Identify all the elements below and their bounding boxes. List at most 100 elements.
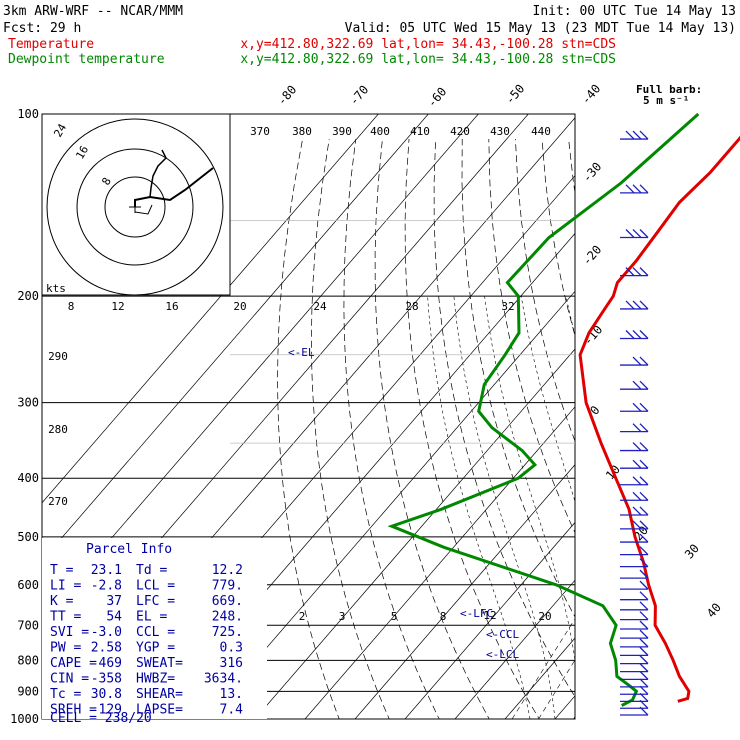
parcel-info-cell: LAPSE=	[136, 703, 183, 718]
wind-barb	[620, 591, 649, 601]
wind-barb	[620, 611, 649, 621]
wind-barb	[620, 655, 649, 665]
isotherm-line	[605, 114, 740, 719]
wind-barb	[620, 678, 649, 688]
dry-adiabat-line	[728, 139, 740, 732]
parcel-info-cell: SREH =	[50, 703, 97, 718]
barb-note-line-1: Full barb:	[636, 83, 702, 96]
wind-barb	[620, 356, 649, 366]
wind-barb	[620, 520, 649, 530]
isotherm-line	[42, 114, 379, 504]
knot-scale-label: 24	[313, 300, 327, 313]
isotherm-line	[454, 579, 575, 719]
knot-scale-label: 32	[501, 300, 514, 313]
parcel-info-cell: SHEAR=	[136, 687, 183, 702]
isotherm-line	[42, 114, 429, 562]
parcel-info-cell: 13.	[220, 687, 243, 702]
parcel-info-cell: YGP =	[136, 641, 175, 656]
isotherm-label: 40	[704, 600, 724, 620]
parcel-level-marker: <-CCL	[486, 628, 519, 641]
mixing-ratio-line	[638, 585, 715, 719]
parcel-info-cell: LFC =	[136, 594, 175, 609]
hodograph: 8 16 24 kts	[41, 113, 231, 296]
theta-label: 420	[450, 125, 470, 138]
temperature-profile	[578, 135, 740, 703]
parcel-info-cell: HWBZ=	[136, 672, 175, 687]
wind-barb	[620, 546, 649, 556]
parcel-info-cell: SWEAT=	[136, 656, 183, 671]
model-title: 3km ARW-WRF -- NCAR/MMM	[3, 4, 183, 19]
wind-barb	[620, 506, 649, 516]
wind-barb	[620, 476, 649, 486]
parcel-info-cell: 316	[220, 656, 243, 671]
wind-barb	[620, 330, 649, 340]
isotherm-label: -70	[347, 83, 372, 109]
knot-scale-label: 20	[233, 300, 246, 313]
wind-barb	[620, 533, 649, 543]
pressure-tick-label: 500	[17, 530, 39, 544]
mixing-ratio-label: 5	[391, 610, 398, 623]
isotherm-line	[204, 290, 575, 719]
parcel-info-cell: LI =	[50, 579, 81, 594]
parcel-info-cell: 2.58	[91, 641, 122, 656]
mixing-ratio-label: 12	[483, 609, 496, 622]
isotherm-line	[504, 637, 575, 719]
wind-barb-column	[620, 130, 649, 716]
parcel-info-cell: EL =	[136, 610, 167, 625]
parcel-info-cell: 12.2	[212, 563, 243, 578]
theta-label: 270	[48, 495, 68, 508]
wind-barb	[620, 459, 649, 469]
dewpoint-profile	[387, 112, 700, 707]
mixing-ratio-label: 20	[538, 610, 551, 623]
pressure-tick-label: 1000	[10, 712, 39, 726]
wind-barb	[620, 130, 649, 140]
wind-barb	[620, 670, 649, 681]
parcel-info-cell: 23.1	[91, 563, 122, 578]
isotherm-label: -20	[580, 243, 605, 269]
parcel-info-cell: TT =	[50, 610, 81, 625]
knot-scale-label: 16	[165, 300, 178, 313]
wind-barb	[620, 491, 649, 501]
wind-barb	[620, 620, 649, 630]
isotherm-line	[655, 114, 740, 719]
wind-barb	[620, 569, 649, 579]
dry-adiabat-line	[515, 138, 575, 443]
moist-adiabat-line	[453, 296, 556, 719]
dry-adiabat-line	[488, 138, 575, 534]
wind-barb	[620, 629, 649, 639]
parcel-level-marker: <-EL	[288, 346, 315, 359]
wind-barb	[620, 692, 649, 702]
moist-adiabat-line	[520, 296, 575, 503]
knot-scale: 8 12 16 20 24 28 32	[68, 300, 515, 313]
parcel-info-cell: 129	[99, 703, 122, 718]
valid-time: Valid: 05 UTC Wed 15 May 13 (23 MDT Tue …	[345, 21, 736, 36]
hodograph-trace	[134, 167, 214, 207]
parcel-info-cell: 3634.	[204, 672, 243, 687]
parcel-info-cell: T =	[50, 563, 74, 578]
parcel-info-cell: CAPE =	[50, 656, 97, 671]
pressure-tick-label: 300	[17, 396, 39, 410]
wind-barb	[620, 638, 649, 648]
wind-barb	[620, 601, 649, 611]
parcel-info-background	[42, 538, 267, 719]
parcel-info-cell: Td =	[136, 563, 167, 578]
dry-adiabat-line	[433, 138, 575, 698]
wind-barb	[620, 646, 649, 657]
parcel-cell: CELL = 238/20	[50, 711, 152, 726]
pressure-tick-label: 800	[17, 653, 39, 667]
parcel-level-markers: <-EL <-LFC <-CCL <-LCL	[288, 346, 519, 661]
isotherm-label: -40	[579, 82, 604, 108]
mixing-ratio-line	[538, 659, 575, 719]
parcel-info-cell: 37	[106, 594, 122, 609]
parcel-info-cell: LCL =	[136, 579, 175, 594]
theta-label: 290	[48, 350, 68, 363]
parcel-info-cell: Tc =	[50, 687, 81, 702]
parcel-info-cell: 248.	[212, 610, 243, 625]
wind-barb	[620, 402, 649, 412]
parcel-info-cell: SVI =	[50, 625, 89, 640]
wind-barb	[620, 423, 649, 433]
wind-barb	[620, 685, 649, 695]
parcel-info-cell: CIN =	[50, 672, 89, 687]
